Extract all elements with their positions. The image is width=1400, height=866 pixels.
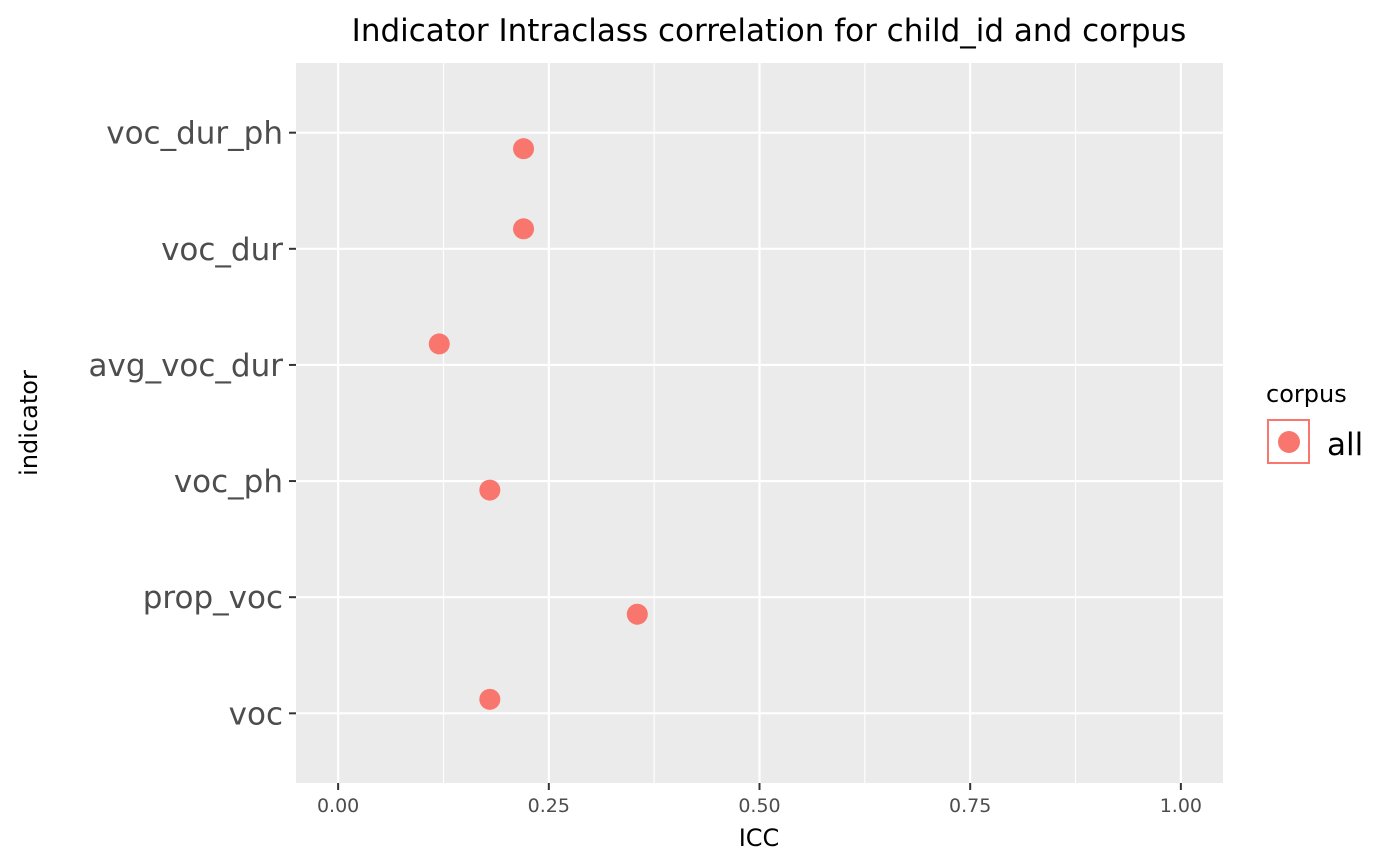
data-point (479, 479, 501, 501)
major-gridlines (296, 63, 1223, 783)
y-tick-label: voc_dur (161, 232, 283, 268)
y-tick-label: voc (229, 696, 283, 732)
y-axis: voc prop_voc voc_ph avg_voc_dur voc_dur voc_d… (89, 116, 296, 732)
data-points (428, 138, 648, 710)
y-axis-title: indicator (15, 370, 43, 476)
y-tick-label: voc_ph (174, 464, 283, 500)
y-tick-label: prop_voc (143, 580, 283, 616)
data-point (479, 688, 501, 710)
legend-label-all: all (1327, 427, 1363, 463)
legend-key-point (1278, 431, 1300, 453)
legend-title: corpus (1266, 380, 1347, 408)
x-axis: 0.00 0.25 0.50 0.75 1.00 (317, 783, 1202, 817)
data-point (513, 218, 535, 240)
data-point (428, 333, 450, 355)
x-tick-label: 0.00 (317, 795, 359, 817)
chart-title: Indicator Intraclass correlation for chi… (352, 13, 1187, 49)
y-tick-label: avg_voc_dur (89, 348, 284, 384)
x-tick-label: 0.75 (949, 795, 991, 817)
x-tick-label: 0.25 (528, 795, 570, 817)
data-point (513, 138, 535, 160)
legend: corpus all (1266, 380, 1363, 464)
minor-gridlines (442, 63, 1077, 783)
data-point (626, 603, 648, 625)
x-tick-label: 0.50 (738, 795, 780, 817)
x-axis-title: ICC (739, 824, 780, 852)
x-tick-label: 1.00 (1160, 795, 1202, 817)
legend-key-box (1267, 419, 1310, 464)
y-tick-label: voc_dur_ph (106, 116, 283, 152)
